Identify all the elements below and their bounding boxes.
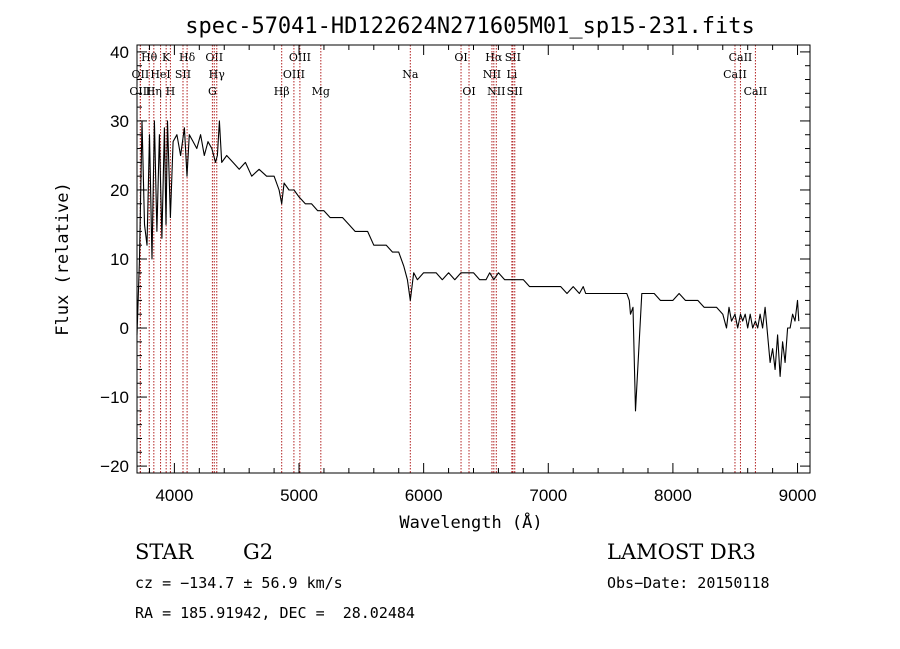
y-axis-ticks: 40 30 20 10 0 −10 −20 — [100, 43, 810, 476]
spectral-line-label: Hα — [485, 51, 503, 64]
spectral-line-label: G — [208, 85, 217, 98]
spectral-line-label: H — [166, 85, 176, 98]
spectral-line-label: NII — [483, 68, 501, 81]
y-tick-label: 0 — [120, 319, 129, 338]
object-subclass: G2 — [243, 540, 274, 564]
x-axis-ticks: 4000 5000 6000 7000 8000 9000 — [148, 45, 817, 505]
spectral-line-label: CaII — [744, 85, 768, 98]
spectral-line-label: OII — [205, 51, 223, 64]
y-tick-label: 40 — [110, 43, 129, 62]
x-axis-label: Wavelength (Å) — [399, 511, 542, 533]
y-tick-label: 30 — [110, 112, 129, 131]
spectral-line-label: OIII — [283, 68, 305, 81]
spectral-line-label: OII — [132, 68, 150, 81]
y-tick-label: 20 — [110, 181, 129, 200]
spectral-line-label: CaII — [729, 51, 753, 64]
x-tick-label: 8000 — [654, 486, 692, 505]
spectral-line-label: CaII — [723, 68, 747, 81]
y-axis-label: Flux (relative) — [53, 182, 73, 336]
chart-title: spec-57041-HD122624N271605M01_sp15-231.f… — [185, 14, 755, 39]
x-tick-label: 4000 — [155, 486, 193, 505]
spectral-line-label: Hθ — [141, 51, 158, 64]
obs-date: Obs−Date: 20150118 — [607, 574, 770, 592]
spectral-line-label: K — [162, 51, 171, 64]
spectral-line-label: SII — [507, 85, 523, 98]
spectral-line-label: OIII — [289, 51, 311, 64]
spectral-line-label: SII — [175, 68, 191, 81]
spectral-line-label: OI — [454, 51, 467, 64]
x-tick-label: 9000 — [779, 486, 817, 505]
spectral-line-label: Na — [402, 68, 419, 81]
y-tick-label: −20 — [100, 457, 129, 476]
survey-name: LAMOST DR3 — [607, 540, 756, 564]
spectral-line-label: Hβ — [274, 85, 290, 98]
plot-frame — [136, 44, 811, 474]
spectral-line-label: OIII — [129, 85, 151, 98]
spectral-line-label: OI — [462, 85, 475, 98]
plot-area — [136, 120, 800, 412]
spectral-line-label: Hγ — [209, 68, 226, 81]
spectral-line-label: HeI — [150, 68, 170, 81]
spectral-line-label: Li — [506, 68, 517, 81]
spectrum-series-line — [136, 120, 800, 412]
spectral-line-label: Mg — [312, 85, 330, 98]
spectral-line-label: NII — [487, 85, 505, 98]
y-tick-label: −10 — [100, 388, 129, 407]
spectral-line-label: SII — [505, 51, 521, 64]
x-tick-label: 5000 — [280, 486, 318, 505]
y-tick-label: 10 — [110, 250, 129, 269]
x-tick-label: 6000 — [405, 486, 443, 505]
spectral-line-label: Hη — [146, 85, 162, 98]
coordinates: RA = 185.91942, DEC = 28.02484 — [135, 604, 415, 622]
x-tick-label: 7000 — [529, 486, 567, 505]
object-class: STAR — [135, 540, 194, 564]
redshift-text: cz = −134.7 ± 56.9 km/s — [135, 574, 343, 592]
spectral-line-label: Hδ — [179, 51, 196, 64]
